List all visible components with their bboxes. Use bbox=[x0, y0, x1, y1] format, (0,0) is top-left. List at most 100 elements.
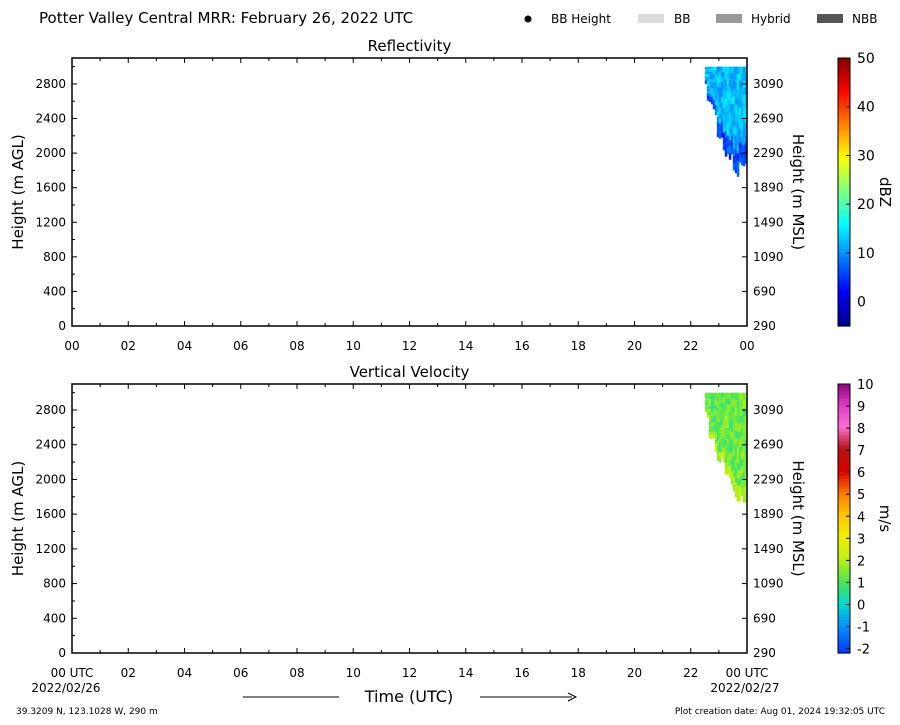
echo-cell bbox=[728, 93, 732, 100]
plot-frame bbox=[71, 57, 748, 327]
echo-cell bbox=[736, 431, 740, 440]
echo-cell bbox=[732, 427, 736, 435]
echo-cell bbox=[718, 71, 722, 77]
colorbar-segment bbox=[838, 384, 850, 388]
colorbar-segment bbox=[838, 312, 850, 317]
echo-cell bbox=[716, 421, 720, 427]
x-tick-label: 00 bbox=[739, 339, 754, 353]
x-tick-label: 10 bbox=[346, 666, 361, 680]
y2-tick-label: 2690 bbox=[753, 112, 784, 126]
echo-cell bbox=[724, 150, 728, 157]
echo-cell bbox=[728, 453, 732, 460]
echo-cell bbox=[714, 413, 718, 419]
colorbar-segment bbox=[838, 121, 850, 126]
colorbar-segment bbox=[838, 548, 850, 553]
colorbar-segment bbox=[838, 518, 850, 523]
colorbar-segment bbox=[838, 447, 850, 452]
echo-cell bbox=[734, 445, 738, 453]
echo-cell bbox=[714, 97, 718, 102]
echo-cell bbox=[712, 392, 716, 396]
echo-cell bbox=[716, 431, 720, 437]
colorbar-segment bbox=[838, 494, 850, 499]
echo-cell bbox=[706, 408, 710, 411]
y-tick-label: 2800 bbox=[35, 403, 66, 417]
colorbar-segment bbox=[838, 128, 850, 133]
colorbar-segment bbox=[838, 148, 850, 153]
echo-cell bbox=[704, 82, 708, 85]
echo-cell bbox=[724, 143, 728, 151]
panel-title: Reflectivity bbox=[368, 37, 452, 55]
echo-cell bbox=[736, 113, 740, 122]
echo-cell bbox=[728, 447, 732, 454]
colorbar-segment bbox=[838, 501, 850, 506]
legend-nbb-swatch bbox=[817, 14, 843, 23]
echo-cell bbox=[714, 401, 718, 406]
colorbar-segment bbox=[838, 202, 850, 206]
echo-cell bbox=[706, 66, 710, 70]
colorbar-segment bbox=[838, 319, 850, 324]
echo-cell bbox=[742, 73, 746, 81]
echo-cell bbox=[728, 153, 732, 160]
echo-cell bbox=[736, 462, 740, 471]
echo-cell bbox=[734, 165, 738, 174]
echo-cell bbox=[726, 392, 730, 399]
echo-cell bbox=[742, 95, 746, 103]
echo-cell bbox=[734, 482, 738, 491]
colorbar-segment bbox=[838, 155, 850, 160]
colorbar-segment bbox=[838, 252, 850, 257]
echo-cell bbox=[726, 110, 730, 117]
echo-cell bbox=[710, 432, 714, 436]
echo-cell bbox=[728, 126, 732, 134]
echo-cell bbox=[738, 493, 742, 501]
colorbar-segment bbox=[838, 636, 850, 641]
y-tick-label: 800 bbox=[43, 250, 66, 264]
legend-label: BB bbox=[674, 12, 690, 26]
echo-cell bbox=[728, 66, 732, 74]
colorbar-segment bbox=[838, 511, 850, 516]
echo-cell bbox=[708, 84, 712, 87]
echo-cell bbox=[708, 71, 712, 75]
x-tick-label: 16 bbox=[514, 666, 529, 680]
colorbar-segment bbox=[838, 407, 850, 412]
echo-cell bbox=[708, 96, 712, 100]
echo-cell bbox=[738, 454, 742, 463]
echo-cell bbox=[722, 72, 726, 79]
echo-cell bbox=[744, 463, 748, 471]
colorbar-segment bbox=[838, 538, 850, 543]
echo-cell bbox=[728, 73, 732, 80]
echo-cell bbox=[710, 415, 714, 420]
y2-tick-label: 3090 bbox=[753, 77, 784, 91]
echo-cell bbox=[732, 420, 736, 428]
echo-cell bbox=[706, 392, 710, 395]
echo-cell bbox=[712, 399, 716, 403]
echo-cell bbox=[732, 392, 736, 400]
echo-cell bbox=[742, 400, 746, 409]
echo-cell bbox=[734, 437, 738, 446]
echo-cell bbox=[724, 124, 728, 131]
echo-cell bbox=[714, 447, 718, 452]
colorbar-segment bbox=[838, 397, 850, 402]
echo-cell bbox=[710, 80, 714, 83]
echo-cell bbox=[708, 94, 712, 97]
echo-cell bbox=[742, 102, 746, 110]
echo-cell bbox=[734, 400, 738, 408]
echo-cell bbox=[718, 407, 722, 413]
echo-cell bbox=[722, 84, 726, 91]
echo-cell bbox=[704, 67, 708, 70]
echo-cell bbox=[716, 450, 720, 456]
y-tick-label: 2400 bbox=[35, 112, 66, 126]
echo-cell bbox=[738, 66, 742, 74]
echo-cell bbox=[730, 425, 734, 432]
echo-cell bbox=[724, 130, 728, 138]
x-tick-label: 04 bbox=[177, 339, 192, 353]
echo-cell bbox=[712, 100, 716, 104]
colorbar-segment bbox=[838, 619, 850, 624]
colorbar-segment bbox=[838, 91, 850, 96]
colorbar-segment bbox=[838, 171, 850, 176]
colorbar-segment bbox=[838, 315, 850, 320]
echo-cell bbox=[732, 483, 736, 492]
echo-cell bbox=[720, 438, 724, 444]
colorbar-segment bbox=[838, 585, 850, 590]
echo-cell bbox=[724, 66, 728, 74]
